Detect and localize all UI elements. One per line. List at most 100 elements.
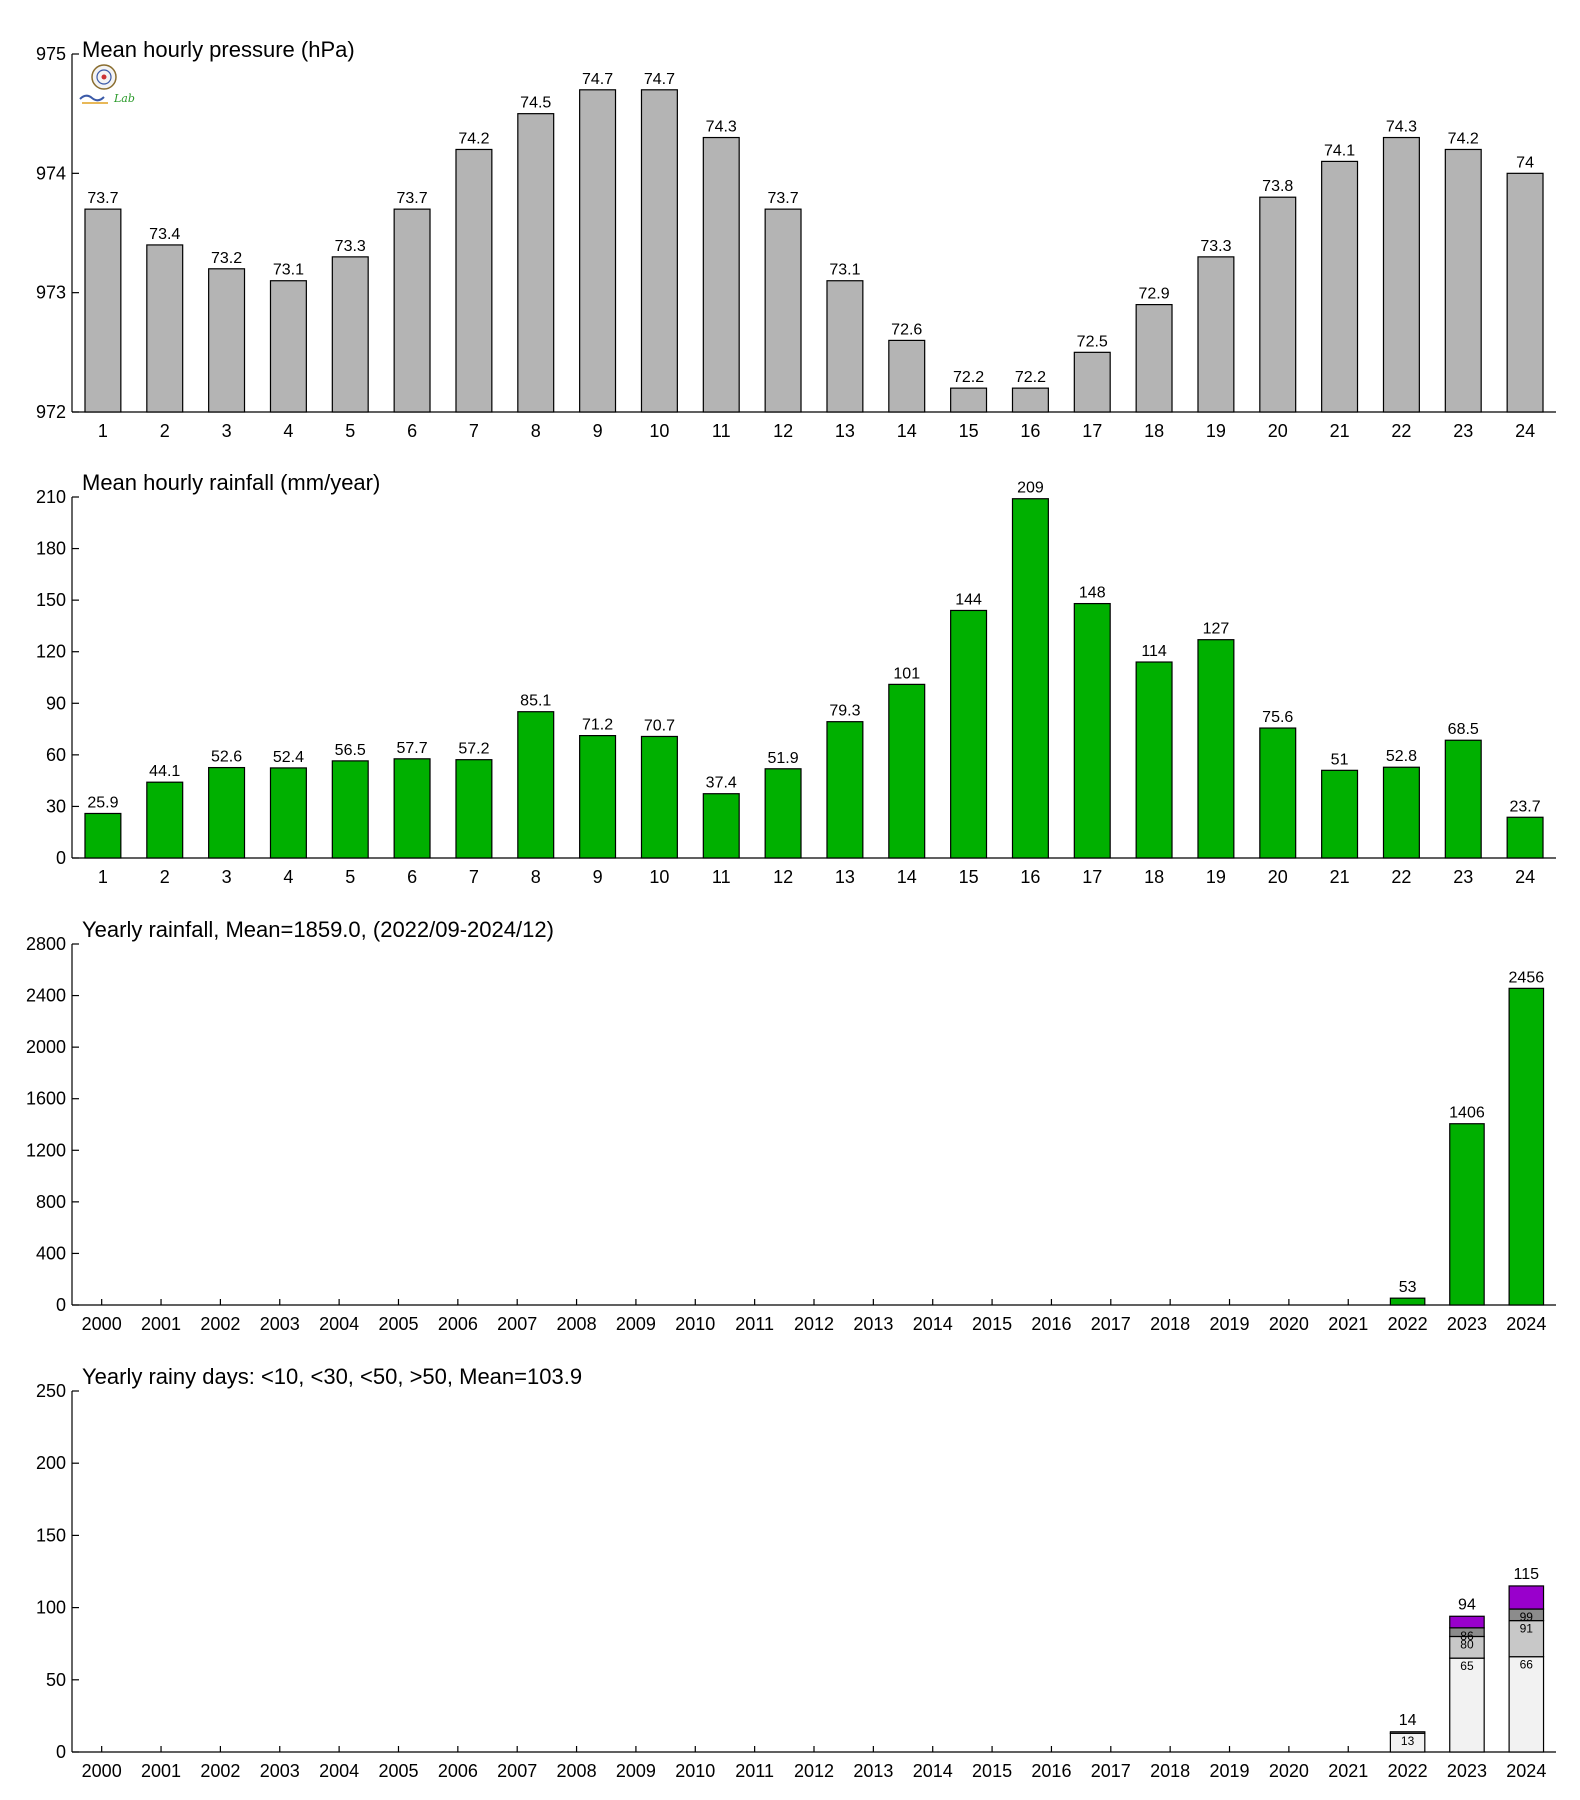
rainy_days-x-tick-label: 2001	[141, 1761, 181, 1781]
yearly_rain-x-tick-label: 2020	[1269, 1314, 1309, 1334]
pressure-data-label: 73.3	[335, 238, 366, 255]
hourly_rain-data-label: 52.4	[273, 749, 304, 766]
hourly_rain-data-label: 114	[1141, 643, 1167, 660]
rainy_days-segment-label: 80	[1460, 1637, 1474, 1651]
rainy_days-segment-label: 86	[1460, 1629, 1474, 1643]
pressure-x-tick-label: 12	[773, 421, 793, 441]
pressure-x-tick-label: 16	[1020, 421, 1040, 441]
yearly_rain-x-tick-label: 2003	[260, 1314, 300, 1334]
hourly_rain-x-tick-label: 13	[835, 867, 855, 887]
hourly_rain-y-tick-label: 150	[36, 590, 66, 610]
hourly_rain-x-tick-label: 7	[469, 867, 479, 887]
pressure-chart-title: Mean hourly pressure (hPa)	[82, 37, 355, 62]
yearly_rain-x-tick-label: 2005	[378, 1314, 418, 1334]
yearly_rain-y-tick-label: 2800	[26, 934, 66, 954]
yearly_rain-y-tick-label: 1600	[26, 1089, 66, 1109]
hourly_rain-data-label: 44.1	[149, 763, 180, 780]
rainy_days-x-tick-label: 2009	[616, 1761, 656, 1781]
hourly_rain-bar-23	[1444, 739, 1482, 859]
pressure-bar-12	[764, 208, 802, 413]
pressure-bar-19	[1197, 256, 1235, 413]
rainy_days-x-tick-label: 2002	[200, 1761, 240, 1781]
pressure-x-tick-label: 1	[98, 421, 108, 441]
rainy_days-x-tick-label: 2021	[1328, 1761, 1368, 1781]
pressure-data-label: 74.3	[706, 119, 737, 136]
pressure-bar-1	[84, 208, 122, 413]
pressure-data-label: 72.2	[1015, 369, 1046, 386]
yearly_rain-y-tick-label: 2400	[26, 986, 66, 1006]
pressure-x-tick-label: 17	[1082, 421, 1102, 441]
hourly_rain-bar-21	[1321, 769, 1359, 859]
pressure-x-tick-label: 10	[649, 421, 669, 441]
yearly_rain-x-tick-label: 2023	[1447, 1314, 1487, 1334]
pressure-x-tick-label: 19	[1206, 421, 1226, 441]
hourly_rain-bar-4	[269, 767, 307, 859]
pressure-bar-15	[950, 387, 988, 413]
hourly_rain-data-label: 148	[1079, 585, 1106, 602]
hourly_rain-bar-16	[1011, 498, 1049, 859]
pressure-x-tick-label: 6	[407, 421, 417, 441]
hourly_rain-x-tick-label: 9	[593, 867, 603, 887]
hourly_rain-data-label: 70.7	[644, 717, 675, 734]
hourly_rain-y-tick-label: 60	[46, 745, 66, 765]
rainy_days-total-label: 14	[1399, 1712, 1417, 1729]
pressure-data-label: 72.9	[1139, 286, 1170, 303]
yearly-rain-bar-chart: 0 400 800 1200 1600 2000 2400 2800 2000 2001 2002 2…	[26, 934, 1556, 1334]
lab-seal-logo: Lab	[79, 64, 135, 105]
rainy_days-segment-label: 99	[1520, 1610, 1534, 1624]
pressure-data-label: 73.1	[829, 262, 860, 279]
pressure-data-label: 74.2	[458, 130, 489, 147]
rainy_days-x-tick-label: 2005	[378, 1761, 418, 1781]
hourly_rain-bar-20	[1259, 727, 1297, 859]
hourly_rain-data-label: 209	[1017, 480, 1044, 497]
rainy_days-x-tick-label: 2000	[82, 1761, 122, 1781]
hourly_rain-x-tick-label: 6	[407, 867, 417, 887]
hourly_rain-bar-6	[393, 758, 431, 859]
pressure-data-label: 72.6	[891, 321, 922, 338]
hourly_rain-x-tick-label: 3	[222, 867, 232, 887]
rainy-days-chart-title: Yearly rainy days: <10, <30, <50, >50, M…	[82, 1364, 582, 1389]
hourly_rain-bar-18	[1135, 661, 1173, 859]
pressure-x-tick-label: 15	[959, 421, 979, 441]
yearly_rain-x-tick-label: 2006	[438, 1314, 478, 1334]
yearly_rain-x-tick-label: 2000	[82, 1314, 122, 1334]
yearly_rain-x-tick-label: 2024	[1506, 1314, 1546, 1334]
hourly_rain-x-tick-label: 15	[959, 867, 979, 887]
hourly_rain-data-label: 37.4	[706, 775, 737, 792]
hourly-rain-chart-title: Mean hourly rainfall (mm/year)	[82, 470, 380, 495]
hourly_rain-x-tick-label: 21	[1330, 867, 1350, 887]
hourly_rain-x-tick-label: 14	[897, 867, 917, 887]
hourly_rain-y-tick-label: 90	[46, 693, 66, 713]
rainy_days-segment-lt10-2023	[1449, 1657, 1485, 1753]
yearly_rain-x-tick-label: 2009	[616, 1314, 656, 1334]
rainy_days-x-tick-label: 2022	[1388, 1761, 1428, 1781]
hourly_rain-data-label: 71.2	[582, 717, 613, 734]
hourly_rain-bar-17	[1073, 602, 1111, 859]
hourly_rain-bar-22	[1382, 766, 1420, 859]
yearly-rain-chart-title: Yearly rainfall, Mean=1859.0, (2022/09-2…	[82, 917, 554, 942]
yearly_rain-bar-2024	[1508, 987, 1545, 1306]
hourly_rain-x-tick-label: 20	[1268, 867, 1288, 887]
hourly_rain-x-tick-label: 1	[98, 867, 108, 887]
hourly_rain-data-label: 68.5	[1448, 721, 1479, 738]
pressure-bar-9	[579, 89, 617, 413]
pressure-data-label: 73.7	[397, 190, 428, 207]
rainy_days-x-tick-label: 2024	[1506, 1761, 1546, 1781]
hourly_rain-x-tick-label: 19	[1206, 867, 1226, 887]
yearly_rain-x-tick-label: 2017	[1091, 1314, 1131, 1334]
pressure-data-label: 73.7	[87, 190, 118, 207]
pressure-x-tick-label: 22	[1391, 421, 1411, 441]
pressure-bar-11	[702, 136, 740, 413]
rainy_days-x-tick-label: 2023	[1447, 1761, 1487, 1781]
hourly_rain-data-label: 57.7	[397, 740, 428, 757]
rainy_days-x-tick-label: 2014	[913, 1761, 953, 1781]
yearly_rain-x-tick-label: 2001	[141, 1314, 181, 1334]
yearly-rain-panel: Yearly rainfall, Mean=1859.0, (2022/09-2…	[26, 917, 1556, 1334]
rainy_days-x-tick-label: 2011	[735, 1761, 774, 1781]
pressure-x-tick-label: 4	[283, 421, 293, 441]
pressure-bar-2	[146, 244, 184, 413]
pressure-y-tick-label: 975	[36, 44, 66, 64]
yearly_rain-x-tick-label: 2013	[853, 1314, 893, 1334]
pressure-data-label: 74.7	[582, 71, 613, 88]
pressure-x-tick-label: 9	[593, 421, 603, 441]
